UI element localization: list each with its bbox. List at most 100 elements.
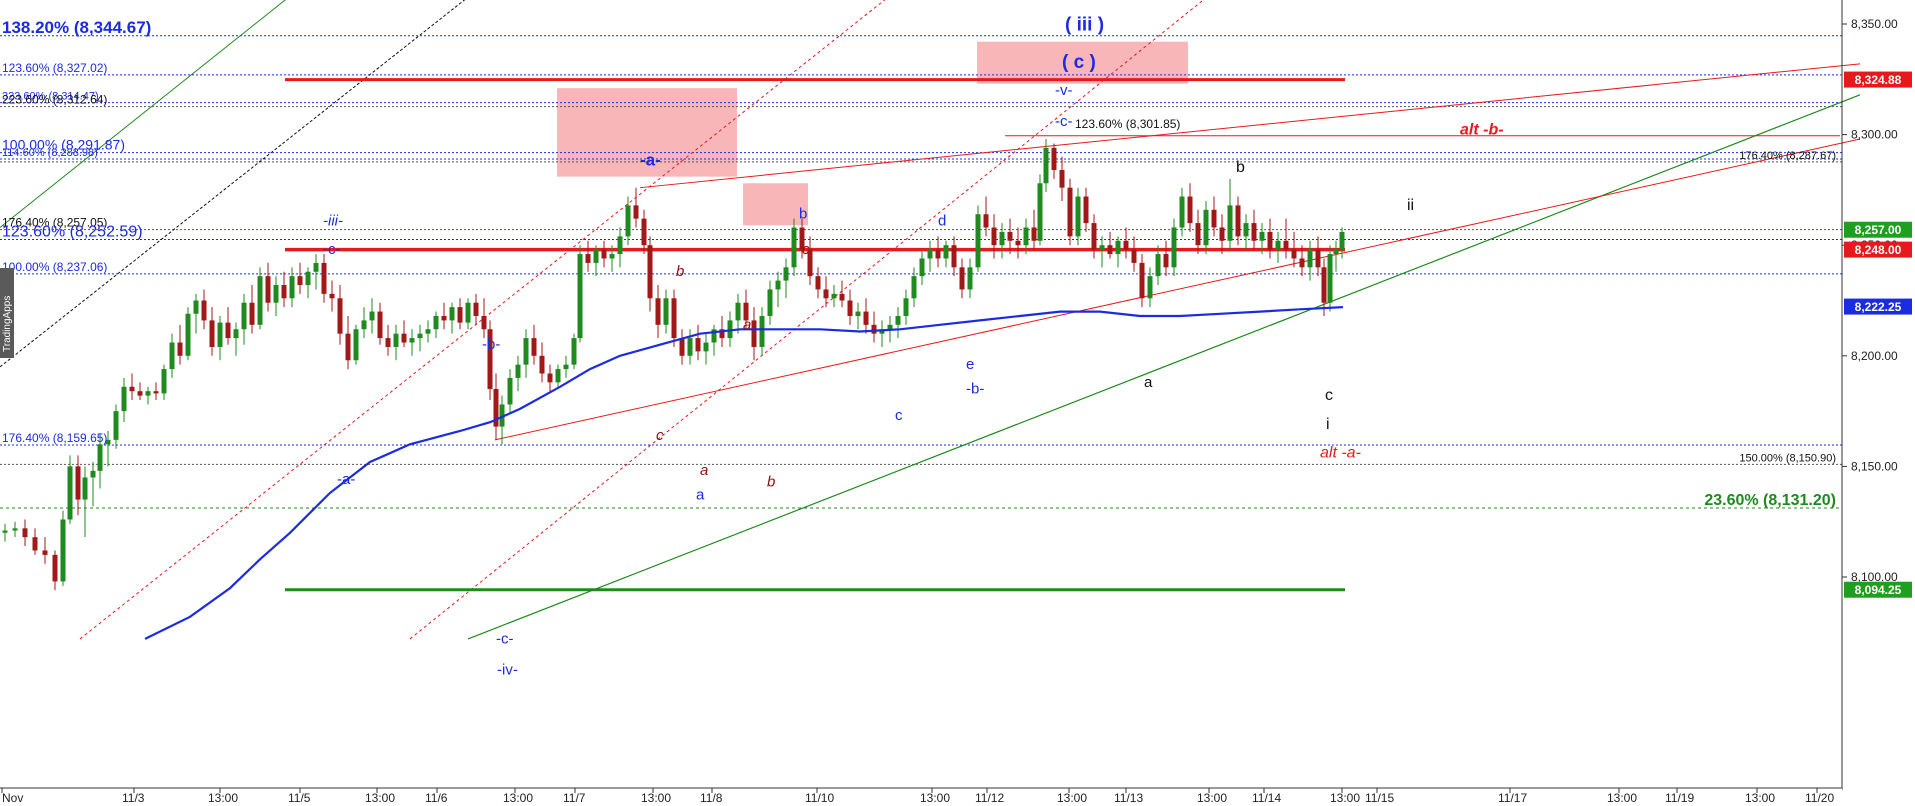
candle-body [67,466,73,520]
candle-body [345,333,351,361]
candle-7 [67,455,73,524]
fib-label-7: 176.40% (8,257.05) [2,216,107,230]
candle-26 [217,315,223,361]
candle-144 [1147,267,1153,308]
candle-body [617,236,623,255]
candle-95 [759,307,765,356]
fib-label-2: 323.60% (8,314.47) [2,91,99,103]
candle-5 [52,550,58,591]
candle-body [783,267,789,281]
candle-60 [487,320,493,401]
candle-20 [169,333,175,378]
candle-45 [369,298,375,334]
x-tick-label-22: 13:00 [1745,791,1775,805]
candle-body [1155,254,1161,277]
candle-body [919,258,925,277]
candle-22 [185,307,191,361]
candle-124 [991,214,997,259]
candle-body [42,550,48,555]
candle-body [1275,240,1281,250]
price-tag-1: 8,257.00 [1844,221,1912,238]
candle-body [895,315,901,325]
horizontal-levels [285,78,1840,592]
candle-body [1107,245,1113,255]
y-tick-label-5: 8,100.00 [1851,570,1898,584]
y-tick-label-3: 8,200.00 [1851,349,1898,363]
x-tick-label-20: 13:00 [1607,791,1637,805]
candle-53 [433,311,439,339]
candle-body [911,276,917,299]
candle-152 [1211,196,1217,237]
candle-body [169,342,175,370]
candle-163 [1299,245,1305,277]
x-tick-label-9: 11/8 [700,791,723,805]
price-tag-4: 8,094.25 [1844,581,1912,598]
candle-body [585,254,591,263]
trendline-3 [409,0,1205,640]
candle-body [775,280,781,290]
candle-37 [305,267,311,299]
annotation-22: alt -a- [1320,445,1361,462]
candle-122 [975,205,981,272]
candle-116 [927,240,933,272]
candle-133 [1059,156,1065,201]
candle-body [767,289,773,316]
candle-body [145,391,151,396]
candle-body [473,302,479,316]
brand-label: TradingApps [2,296,13,352]
candle-155 [1235,196,1241,246]
candle-93 [743,289,749,330]
candle-166 [1321,258,1327,316]
candle-body [297,276,303,286]
annotation-10: c [802,241,810,258]
candle-24 [201,289,207,330]
candle-body [1333,249,1339,255]
fib-label-0: 138.20% (8,344.67) [2,18,151,37]
candle-body [727,320,733,339]
candle-72 [577,245,583,343]
candle-body [377,311,383,339]
candle-48 [393,324,399,361]
candle-body [563,364,569,370]
candle-17 [145,386,151,405]
candle-89 [711,324,717,356]
candle-139 [1107,231,1113,259]
time-axis [0,787,1842,806]
candle-body [759,315,765,347]
x-tick-label-2: 13:00 [208,791,238,805]
candle-body [1339,231,1345,250]
x-tick-label-15: 13:00 [1197,791,1227,805]
candle-body [719,329,725,339]
candle-body [313,262,319,272]
candle-body [1147,276,1153,299]
candle-50 [409,329,415,356]
candle-82 [655,285,661,339]
candle-body [493,388,499,427]
candle-63 [507,369,513,414]
y-tick-label-0: 8,350.00 [1851,17,1898,31]
candle-body [487,329,493,389]
candle-body [695,338,701,352]
fib-level-labels: 138.20% (8,344.67) 123.60% (8,327.02) 323.… [2,18,1836,509]
price-tag-0: 8,324.88 [1844,71,1912,88]
annotation-1: ( c ) [1062,52,1096,73]
price-tag-label: 8,222.25 [1855,300,1902,314]
candle-body [209,320,215,347]
candle-138 [1099,236,1105,268]
candle-body [52,554,58,582]
candle-165 [1315,236,1321,277]
candle-body [1115,240,1121,255]
candle-body [711,329,717,343]
candle-10 [90,461,96,507]
candle-body [393,333,399,347]
annotation-24: c [656,427,664,444]
candle-body [807,249,813,277]
candle-18 [153,382,159,401]
fib-label-3: 223.60% (8,312.64) [2,93,107,107]
candle-body [1235,205,1241,237]
candle-4 [42,537,48,564]
candle-body [1315,249,1321,268]
candle-body [871,324,877,334]
candle-148 [1179,187,1185,237]
